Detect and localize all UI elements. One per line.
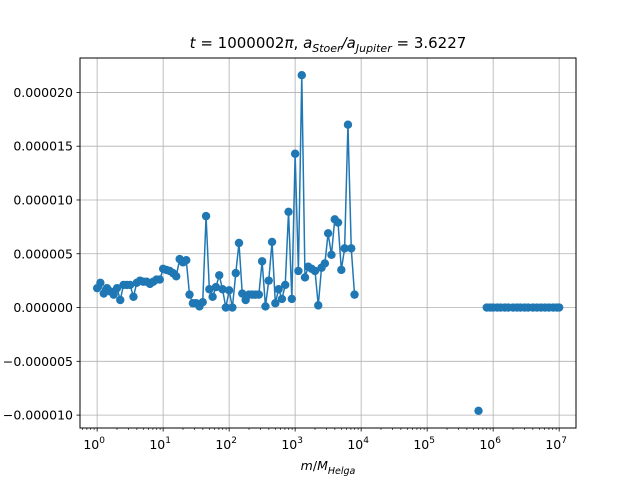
data-point (294, 266, 303, 276)
data-point (185, 290, 194, 299)
data-point (337, 265, 346, 275)
data-point (201, 211, 211, 221)
data-point (287, 294, 297, 304)
data-point (320, 259, 330, 268)
data-point (297, 71, 306, 80)
series-layer (92, 71, 564, 415)
data-point (554, 303, 564, 312)
plot-frame (79, 57, 577, 429)
data-point (333, 218, 343, 227)
y-tick-label: 0.000010 (13, 192, 73, 207)
x-tick-label: 105 (413, 436, 435, 452)
data-point (231, 268, 240, 278)
data-point (112, 283, 122, 293)
data-point (254, 290, 264, 299)
data-point (314, 301, 323, 310)
data-point (129, 292, 138, 301)
data-point (350, 290, 359, 299)
data-point (281, 280, 290, 290)
data-point (310, 266, 320, 276)
data-point (182, 256, 191, 265)
grid (80, 58, 576, 428)
data-point (277, 294, 287, 304)
data-point (290, 149, 300, 158)
data-point (198, 297, 207, 307)
data-point (208, 292, 217, 301)
ticks: 100 101 102 103 104 105 106 107 −0.000010 −0.0000… (3, 85, 567, 452)
data-point (323, 229, 333, 238)
data-point (347, 244, 356, 253)
data-point (267, 237, 277, 247)
data-point (215, 271, 224, 280)
y-tick-label: 0.000015 (13, 139, 73, 154)
data-point (343, 120, 353, 129)
x-tick-label: 101 (149, 436, 171, 452)
x-tick-label: 103 (281, 436, 303, 452)
data-point (228, 303, 237, 312)
data-point (257, 257, 267, 266)
data-point (211, 282, 221, 292)
data-point (218, 285, 227, 294)
data-point (474, 406, 483, 415)
y-tick-label: 0.000005 (13, 246, 73, 261)
data-point (125, 280, 135, 290)
data-point (155, 275, 165, 284)
x-axis-label: m/MHelga (301, 458, 356, 477)
x-tick-label: 102 (215, 436, 237, 452)
y-tick-label: 0.000000 (13, 300, 73, 315)
data-point (238, 289, 247, 298)
chart-title: t = 1000002π, aStoer/aJupiter = 3.6227 (190, 34, 467, 55)
y-tick-label: 0.000020 (13, 85, 73, 100)
y-tick-label: −0.000010 (3, 408, 73, 423)
data-point (205, 285, 214, 294)
data-point (264, 276, 273, 285)
x-tick-label: 107 (545, 436, 567, 452)
data-point (116, 295, 125, 305)
y-tick-label: −0.000005 (3, 354, 73, 369)
data-point (340, 244, 349, 253)
data-point (224, 286, 234, 295)
x-tick-label: 106 (479, 436, 501, 452)
data-point (271, 299, 280, 308)
data-point (274, 285, 283, 294)
data-point (261, 302, 270, 311)
data-point (284, 207, 293, 217)
data-point (327, 250, 336, 260)
data-point (96, 278, 105, 287)
data-point (234, 238, 244, 248)
x-tick-label: 104 (347, 436, 369, 452)
data-point (221, 303, 231, 312)
x-tick-label: 100 (83, 436, 105, 452)
data-point (172, 272, 181, 281)
data-point (300, 273, 310, 282)
data-point (109, 290, 118, 299)
